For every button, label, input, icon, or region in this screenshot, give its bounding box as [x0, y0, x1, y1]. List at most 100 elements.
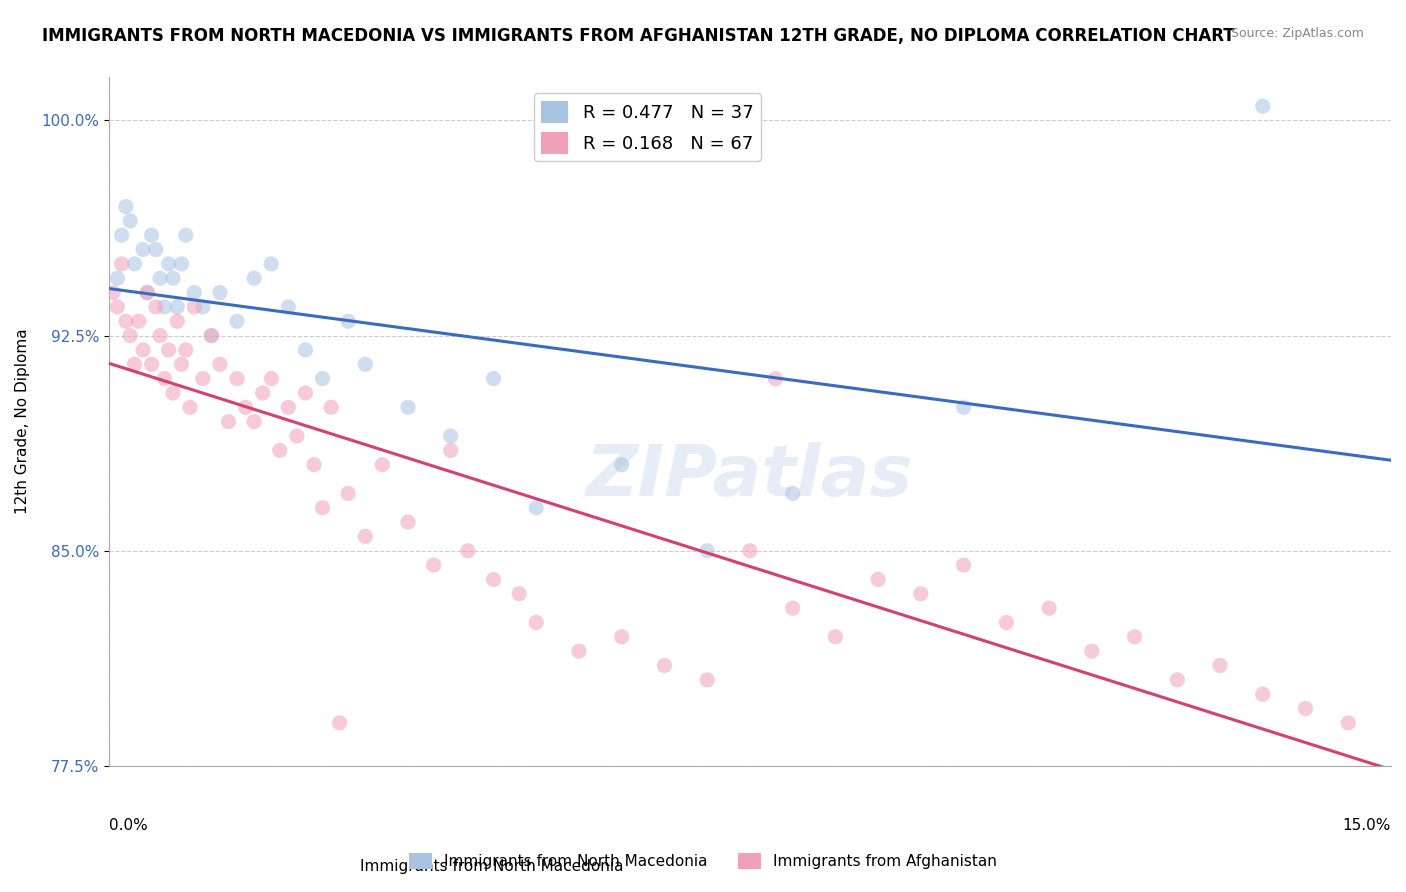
- Point: [422, 558, 444, 573]
- Point: [910, 587, 932, 601]
- Point: [105, 271, 128, 285]
- Point: [136, 285, 159, 300]
- Point: [995, 615, 1018, 630]
- Point: [329, 715, 352, 730]
- Point: [1251, 687, 1274, 701]
- Point: [782, 486, 804, 500]
- Text: 0.0%: 0.0%: [108, 818, 148, 832]
- Point: [132, 343, 155, 357]
- Point: [260, 371, 283, 385]
- Point: [508, 587, 530, 601]
- Point: [124, 257, 146, 271]
- Point: [952, 401, 974, 415]
- Point: [157, 343, 180, 357]
- Point: [136, 285, 159, 300]
- Point: [174, 343, 197, 357]
- Point: [1123, 630, 1146, 644]
- Point: [277, 401, 299, 415]
- Point: [145, 243, 167, 257]
- Point: [166, 314, 188, 328]
- Point: [524, 615, 547, 630]
- Point: [696, 543, 718, 558]
- Point: [952, 558, 974, 573]
- Point: [226, 371, 249, 385]
- Point: [1038, 601, 1060, 615]
- Point: [337, 314, 360, 328]
- Point: [482, 573, 505, 587]
- Point: [124, 357, 146, 371]
- Point: [302, 458, 325, 472]
- Point: [191, 371, 214, 385]
- Point: [153, 300, 176, 314]
- Point: [191, 300, 214, 314]
- Point: [170, 257, 193, 271]
- Point: [354, 357, 377, 371]
- Point: [440, 443, 463, 458]
- Point: [482, 371, 505, 385]
- Point: [524, 500, 547, 515]
- Point: [252, 386, 274, 401]
- Point: [277, 300, 299, 314]
- Point: [149, 271, 172, 285]
- Point: [824, 630, 846, 644]
- Point: [260, 257, 283, 271]
- Point: [101, 285, 124, 300]
- Point: [105, 300, 128, 314]
- Point: [337, 486, 360, 500]
- Point: [166, 300, 188, 314]
- Point: [610, 458, 633, 472]
- Point: [235, 401, 257, 415]
- Point: [183, 300, 205, 314]
- Point: [1295, 701, 1317, 715]
- Point: [128, 314, 150, 328]
- Point: [1081, 644, 1104, 658]
- Point: [243, 271, 266, 285]
- Point: [162, 386, 184, 401]
- Text: ZIPatlas: ZIPatlas: [586, 442, 914, 511]
- Point: [440, 429, 463, 443]
- Point: [141, 228, 163, 243]
- Point: [115, 314, 138, 328]
- Point: [610, 630, 633, 644]
- Point: [183, 285, 205, 300]
- Point: [243, 415, 266, 429]
- Text: Source: ZipAtlas.com: Source: ZipAtlas.com: [1230, 27, 1364, 40]
- Point: [174, 228, 197, 243]
- Point: [1251, 99, 1274, 113]
- Point: [208, 285, 231, 300]
- Point: [111, 228, 134, 243]
- Point: [226, 314, 249, 328]
- Point: [696, 673, 718, 687]
- Point: [269, 443, 291, 458]
- Point: [115, 200, 138, 214]
- Legend: Immigrants from North Macedonia, Immigrants from Afghanistan: Immigrants from North Macedonia, Immigra…: [402, 847, 1004, 875]
- Point: [170, 357, 193, 371]
- Text: IMMIGRANTS FROM NORTH MACEDONIA VS IMMIGRANTS FROM AFGHANISTAN 12TH GRADE, NO DI: IMMIGRANTS FROM NORTH MACEDONIA VS IMMIG…: [42, 27, 1234, 45]
- Point: [208, 357, 231, 371]
- Point: [218, 415, 240, 429]
- Point: [132, 243, 155, 257]
- Point: [120, 328, 142, 343]
- Point: [568, 644, 591, 658]
- Point: [145, 300, 167, 314]
- Text: Immigrants from North Macedonia: Immigrants from North Macedonia: [360, 859, 624, 874]
- Point: [111, 257, 134, 271]
- Point: [765, 371, 787, 385]
- Point: [200, 328, 222, 343]
- Point: [396, 515, 419, 529]
- Point: [354, 529, 377, 543]
- Point: [396, 401, 419, 415]
- Y-axis label: 12th Grade, No Diploma: 12th Grade, No Diploma: [15, 329, 30, 515]
- Point: [149, 328, 172, 343]
- Point: [868, 573, 890, 587]
- Point: [311, 500, 333, 515]
- Point: [157, 257, 180, 271]
- Point: [179, 401, 201, 415]
- Legend: R = 0.477   N = 37, R = 0.168   N = 67: R = 0.477 N = 37, R = 0.168 N = 67: [534, 94, 761, 161]
- Point: [1209, 658, 1232, 673]
- Point: [1166, 673, 1188, 687]
- Point: [457, 543, 479, 558]
- Point: [153, 371, 176, 385]
- Text: 15.0%: 15.0%: [1343, 818, 1391, 832]
- Point: [1337, 715, 1360, 730]
